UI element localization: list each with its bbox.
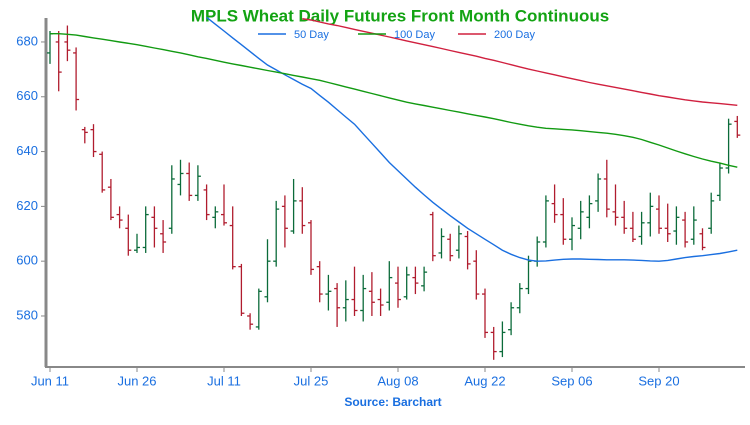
- x-tick-label: Sep 06: [551, 373, 592, 388]
- y-tick-label: 680: [16, 33, 38, 48]
- x-tick-label: Jul 25: [294, 373, 329, 388]
- chart-title: MPLS Wheat Daily Futures Front Month Con…: [191, 6, 609, 25]
- x-tick-label: Jun 11: [31, 373, 69, 388]
- plot-area: [47, 17, 741, 360]
- x-tick-label: Jun 26: [117, 373, 156, 388]
- legend-label: 50 Day: [294, 29, 329, 41]
- y-tick-label: 640: [16, 143, 38, 158]
- y-tick-label: 600: [16, 253, 38, 268]
- x-tick-label: Aug 08: [377, 373, 418, 388]
- moving-average-line: [206, 17, 738, 262]
- x-tick-label: Sep 20: [638, 373, 679, 388]
- y-tick-label: 580: [16, 307, 38, 322]
- y-tick-label: 660: [16, 88, 38, 103]
- y-tick-label: 620: [16, 198, 38, 213]
- source-note: Source: Barchart: [344, 395, 441, 409]
- legend-label: 100 Day: [394, 29, 435, 41]
- moving-average-line: [50, 33, 738, 168]
- legend-label: 200 Day: [494, 29, 535, 41]
- x-tick-label: Aug 22: [464, 373, 505, 388]
- x-tick-label: Jul 11: [207, 373, 241, 388]
